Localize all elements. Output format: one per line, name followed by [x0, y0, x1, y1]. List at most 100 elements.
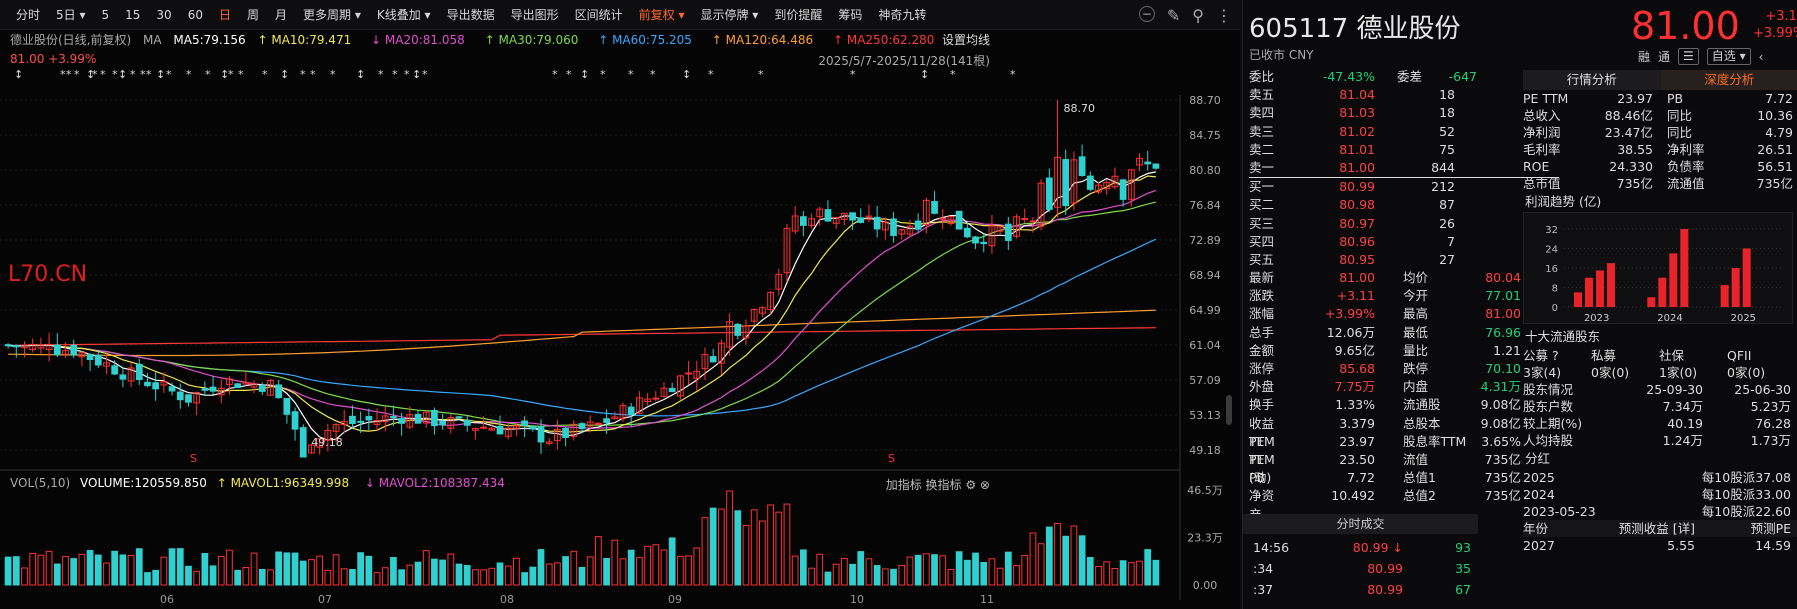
volume-bar [619, 558, 627, 586]
stat-label2: 总值2 [1403, 488, 1436, 504]
tab-market-analysis[interactable]: 行情分析 [1523, 70, 1661, 90]
candle-body [160, 381, 168, 386]
volume-bar [144, 572, 151, 586]
ma120-line [8, 309, 1156, 357]
fin-value: 23.47亿 [1604, 125, 1653, 140]
fin-value: 23.97 [1617, 91, 1653, 106]
toolbar-item-18[interactable]: 神奇九转 [878, 8, 927, 22]
toolbar-item-17[interactable]: 筹码 [838, 8, 863, 22]
volume-bar [463, 565, 471, 586]
fin-label2: 负债率 [1667, 159, 1705, 174]
signal-marker: ↕ [86, 68, 95, 81]
volume-bar [701, 517, 709, 586]
holders-row: 股东户数 7.34万 5.23万 [1523, 398, 1797, 415]
holders-val-2: 1家(0) [1659, 365, 1698, 380]
stat-value2: 3.65% [1481, 433, 1521, 449]
candle-body [726, 321, 733, 348]
brush-icon[interactable]: ✎ [1166, 6, 1181, 25]
toolbar-item-6[interactable]: 日 [218, 8, 231, 22]
margin-button[interactable]: 融 [1638, 50, 1651, 64]
toolbar-item-14[interactable]: 前复权 ▾ [638, 8, 685, 22]
buy-1-value: 80.99 [1339, 179, 1375, 195]
volume-bar [316, 555, 324, 586]
y-tick-label: 53.13 [1189, 409, 1221, 422]
volume-bar [168, 548, 176, 586]
toolbar-item-15[interactable]: 显示停牌 ▾ [700, 8, 759, 22]
tab-deep-analysis[interactable]: 深度分析 [1660, 70, 1797, 90]
tick-price: 80.99 [1367, 561, 1403, 576]
volume-bar [209, 565, 217, 586]
toolbar-item-8[interactable]: 月 [275, 8, 288, 22]
volume-bar [660, 549, 668, 586]
volume-bar [611, 539, 619, 586]
fin-row: 毛利率 38.55 净利率 26.51 [1523, 141, 1797, 158]
candle-body [521, 420, 528, 427]
holders-val-0: 3家(4) [1523, 365, 1562, 380]
holders-row: 股东情况 25-09-30 25-06-30 [1523, 381, 1797, 398]
buy-3-value: 80.97 [1339, 215, 1375, 231]
minus-circle-icon[interactable]: − [1138, 6, 1155, 22]
toolbar-item-1[interactable]: 5日 ▾ [56, 8, 86, 22]
kline-chart-panel[interactable]: 88.70 84.75 80.80 76.84 72.89 68.94 64.99 61.04… [0, 0, 1240, 609]
candle-body [1070, 159, 1078, 204]
candle-body [316, 438, 324, 448]
volume-bar [201, 552, 209, 586]
volume-bar [373, 572, 381, 586]
candle-body [381, 415, 389, 423]
toolbar-item-12[interactable]: 导出图形 [510, 8, 559, 22]
profit-bar [1607, 263, 1615, 307]
toolbar-item-13[interactable]: 区间统计 [574, 8, 623, 22]
scrollbar-handle[interactable] [1226, 395, 1232, 425]
set-ma-button[interactable]: 设置均线 [941, 33, 990, 47]
dividend-value: 每10股派37.08 [1701, 470, 1791, 485]
volume-bar [94, 554, 102, 586]
signal-marker: * [100, 68, 106, 81]
signal-marker: * [552, 68, 558, 81]
toolbar-item-2[interactable]: 5 [101, 7, 110, 22]
indicator-tools[interactable]: 加指标 换指标 ⚙ ⊗ [885, 478, 990, 492]
dividend-row: 2023-05-23 每10股派22.60 [1523, 503, 1797, 520]
ma60-value: ↑ MA60:75.205 [598, 33, 692, 47]
watchlist-button[interactable]: 自选 ▾ [1706, 48, 1751, 65]
candle-body [283, 397, 291, 415]
toolbar-item-5[interactable]: 60 [187, 7, 203, 22]
fin-label: 总收入 [1523, 108, 1561, 123]
more-icon[interactable]: ⋮ [1216, 6, 1232, 25]
stat-row: 总手 12.06万 最低 76.96 [1249, 324, 1559, 342]
holders-row-a: 7.34万 [1662, 399, 1703, 414]
dividend-row: 2025 每10股派37.08 [1523, 469, 1797, 486]
toolbar-item-9[interactable]: 更多周期 ▾ [303, 8, 361, 22]
profit-x-label: 2023 [1584, 313, 1609, 324]
volume-bar [750, 509, 758, 586]
menu-icon[interactable]: ☰ [1678, 48, 1699, 65]
toolbar-item-0[interactable]: 分时 [16, 8, 41, 22]
signal-marker: * [60, 68, 66, 81]
toolbar-item-11[interactable]: 导出数据 [446, 8, 495, 22]
pin-icon[interactable]: ⚲ [1192, 6, 1204, 25]
chevron-left-icon[interactable]: ‹ [1758, 49, 1764, 64]
volume-bar [742, 524, 750, 586]
signal-marker: ↕ [682, 68, 691, 81]
holders-row-a: 25-09-30 [1646, 382, 1703, 397]
stat-value2: 81.00 [1485, 306, 1521, 322]
connect-button[interactable]: 通 [1658, 50, 1671, 64]
kline-svg[interactable]: 88.70 84.75 80.80 76.84 72.89 68.94 64.99 61.04… [0, 0, 1240, 609]
volume-bar [1062, 535, 1070, 586]
toolbar-item-16[interactable]: 到价提醒 [774, 8, 823, 22]
volume-bar [176, 548, 184, 586]
financial-panel: 行情分析 深度分析 PE TTM 23.97 PB 7.72 总收入 88.46亿 同比 10.3… [1523, 70, 1797, 554]
candle-body [332, 424, 340, 432]
toolbar-item-3[interactable]: 15 [125, 7, 141, 22]
toolbar-item-7[interactable]: 周 [247, 8, 260, 22]
toolbar-item-4[interactable]: 30 [156, 7, 172, 22]
profit-bar [1720, 285, 1729, 307]
toolbar-item-10[interactable]: K线叠加 ▾ [376, 8, 431, 22]
y-tick-label: 88.70 [1189, 94, 1221, 107]
candle-body [816, 208, 824, 218]
candle-body [86, 353, 94, 360]
forecast-val-0: 2027 [1523, 538, 1555, 553]
volume-bar [529, 566, 537, 586]
volume-bar [677, 555, 684, 586]
volume-bar [86, 550, 94, 586]
sell-4: 卖四 81.03 18 [1249, 104, 1559, 122]
